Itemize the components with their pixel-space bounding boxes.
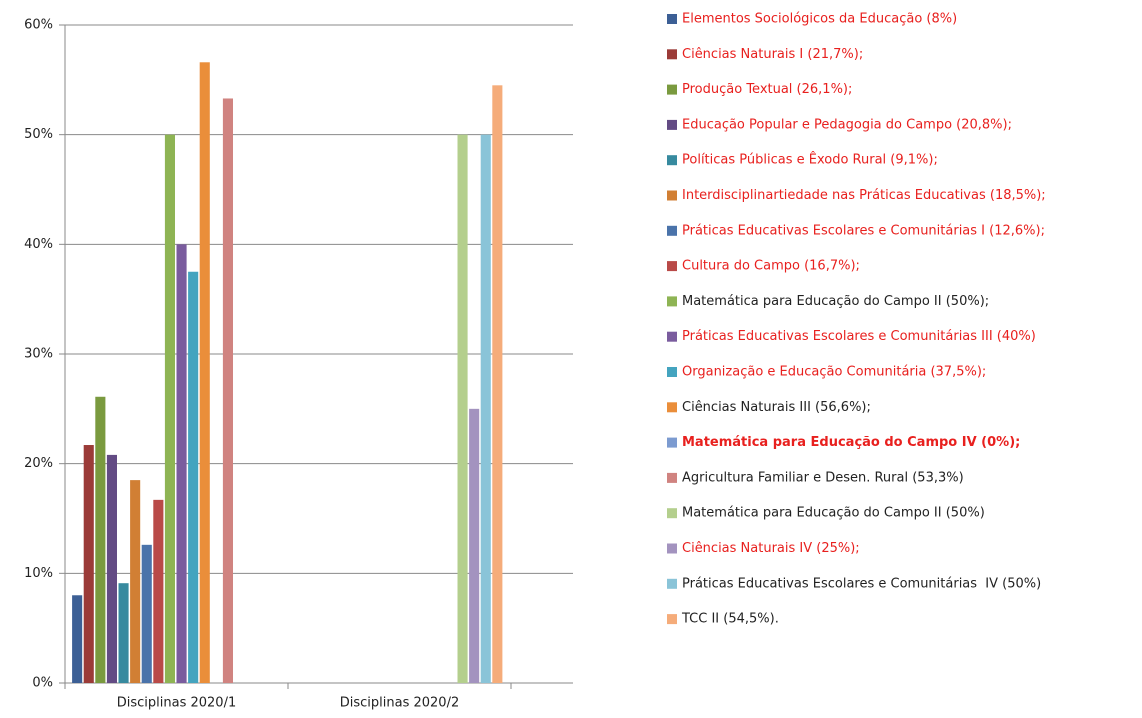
legend-label: Práticas Educativas Escolares e Comunitá… [682, 223, 1045, 238]
x-tick-label: Disciplinas 2020/2 [340, 696, 459, 711]
legend-swatch [667, 49, 677, 60]
bar [72, 595, 83, 683]
legend-swatch [667, 296, 677, 307]
legend-swatch [667, 190, 677, 201]
legend-label: Práticas Educativas Escolares e Comunitá… [682, 329, 1036, 344]
bar [164, 134, 175, 683]
legend-label: Matemática para Educação do Campo II (50… [682, 506, 985, 521]
bar [106, 454, 117, 683]
legend-label: Educação Popular e Pedagogia do Campo (2… [682, 117, 1012, 132]
bar [480, 134, 491, 683]
y-tick-label: 20% [24, 456, 53, 471]
legend-swatch [667, 119, 677, 130]
legend-swatch [667, 543, 677, 554]
bar [188, 271, 199, 683]
legend-label: TCC II (54,5%). [681, 612, 779, 627]
legend-label: Organização e Educação Comunitária (37,5… [682, 365, 986, 380]
legend-swatch [667, 367, 677, 377]
legend-label: Ciências Naturais IV (25%); [682, 541, 860, 556]
bar [469, 408, 480, 683]
legend-swatch [667, 508, 677, 519]
legend-label: Elementos Sociológicos da Educação (8%) [682, 12, 957, 27]
bar [141, 544, 152, 683]
bar [492, 85, 503, 684]
legend-swatch [667, 578, 677, 589]
bar [222, 98, 233, 683]
y-tick-label: 10% [24, 566, 53, 581]
legend-swatch [667, 402, 677, 413]
y-tick-label: 50% [24, 127, 53, 142]
legend-swatch [667, 261, 677, 272]
legend-swatch [667, 14, 677, 24]
y-tick-label: 40% [24, 237, 53, 252]
y-tick-label: 0% [32, 676, 53, 691]
legend-label: Interdisciplinartiedade nas Práticas Edu… [682, 188, 1046, 203]
y-tick-label: 60% [24, 18, 53, 33]
bar [130, 480, 141, 683]
legend-swatch [667, 437, 677, 448]
legend-swatch [667, 614, 677, 625]
legend-swatch [667, 225, 677, 236]
legend-label: Produção Textual (26,1%); [682, 82, 852, 97]
bar [176, 244, 187, 684]
legend-swatch [667, 155, 677, 166]
legend-label: Cultura do Campo (16,7%); [682, 259, 860, 274]
bar [118, 583, 129, 683]
legend-label: Ciências Naturais I (21,7%); [682, 47, 863, 62]
bar [153, 499, 164, 683]
legend-label: Ciências Naturais III (56,6%); [682, 400, 871, 415]
bar [457, 134, 468, 683]
legend-label: Matemática para Educação do Campo IV (0%… [682, 435, 1020, 450]
legend-swatch [667, 84, 677, 95]
bar [199, 62, 210, 683]
bar [83, 445, 94, 683]
legend-swatch [667, 331, 677, 342]
x-tick-label: Disciplinas 2020/1 [117, 696, 236, 711]
legend-label: Agricultura Familiar e Desen. Rural (53,… [682, 470, 964, 485]
legend-label: Matemática para Educação do Campo II (50… [682, 294, 989, 309]
legend-swatch [667, 472, 677, 483]
y-tick-label: 30% [24, 347, 53, 362]
legend-label: Políticas Públicas e Êxodo Rural (9,1%); [682, 152, 938, 168]
legend-label: Práticas Educativas Escolares e Comunitá… [682, 576, 1041, 591]
bar [95, 396, 106, 683]
